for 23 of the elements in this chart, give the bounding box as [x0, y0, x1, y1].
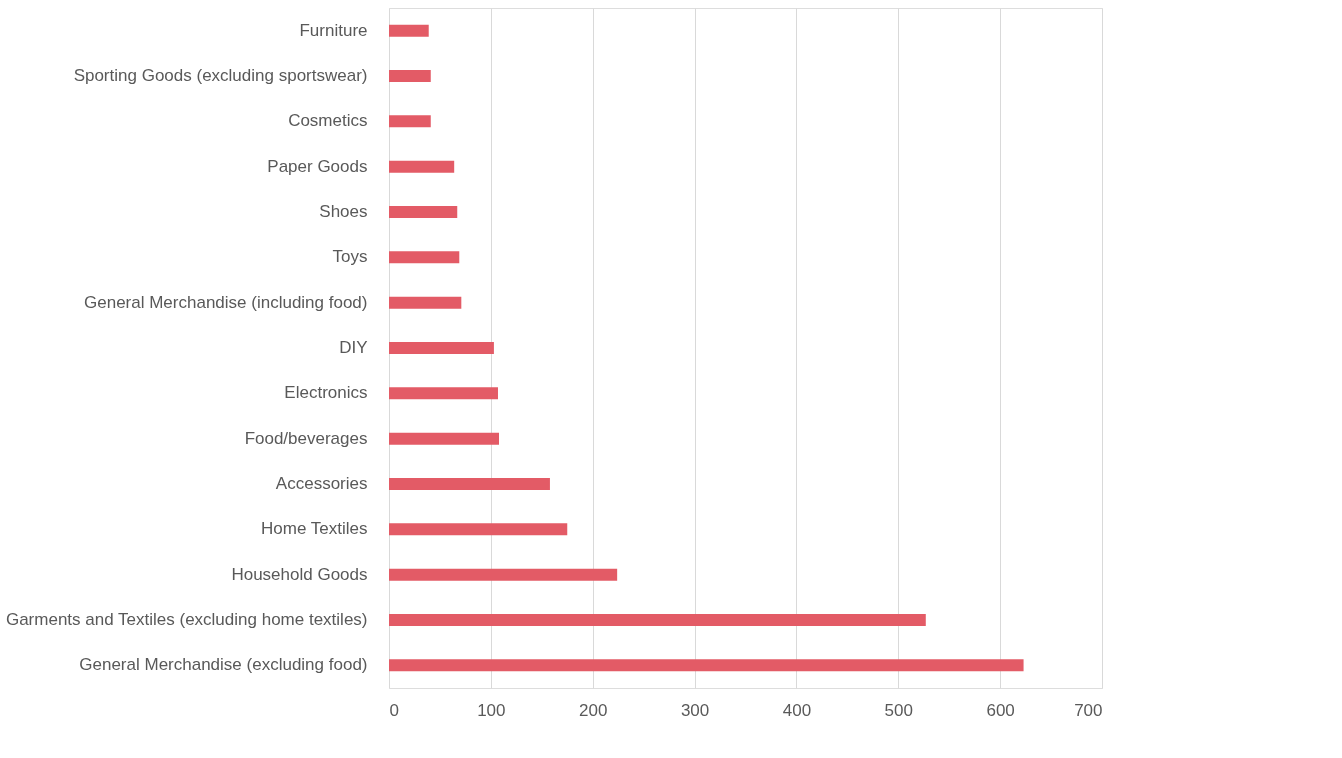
y-tick-label: Home Textiles: [261, 519, 368, 539]
x-tick-label: 700: [1074, 700, 1103, 720]
y-tick-label: Paper Goods: [267, 156, 368, 176]
y-tick-label: Cosmetics: [288, 111, 368, 131]
y-tick-label: Garments and Textiles (excluding home textiles): [5, 610, 368, 629]
y-tick-label: Shoes: [319, 202, 368, 221]
y-tick-label: General Merchandise (excluding food): [79, 655, 368, 675]
y-tick-label: DIY: [339, 338, 368, 357]
x-tick-label: 200: [579, 700, 608, 720]
y-tick-label: General Merchandise (including food): [84, 292, 368, 312]
x-tick-label: 400: [782, 700, 812, 720]
x-tick-label: 300: [680, 700, 710, 720]
y-tick-label: Furniture: [299, 20, 368, 40]
x-tick-label: 600: [986, 700, 1015, 720]
y-tick-label: Electronics: [284, 383, 368, 403]
y-tick-label: Toys: [332, 247, 368, 267]
x-tick-label: 0: [389, 700, 399, 720]
x-tick-label: 100: [477, 700, 506, 720]
x-tick-label: 500: [884, 700, 913, 720]
y-tick-label: Food/beverages: [244, 428, 368, 448]
y-tick-label: Accessories: [275, 474, 368, 493]
y-tick-label: Sporting Goods (excluding sportswear): [73, 66, 368, 85]
y-tick-label: Household Goods: [231, 564, 368, 584]
